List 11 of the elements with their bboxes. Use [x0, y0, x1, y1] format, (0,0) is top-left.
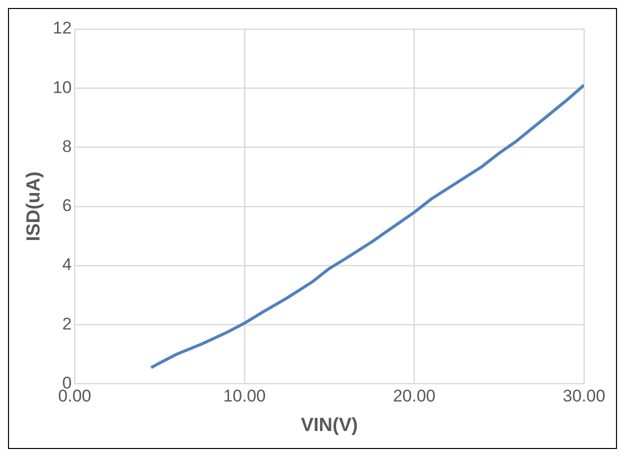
y-tick-label: 8	[62, 136, 72, 156]
x-tick-label: 30.00	[562, 386, 606, 406]
y-axis-title: ISD(uA)	[24, 172, 45, 242]
x-axis-title: VIN(V)	[300, 414, 358, 436]
x-tick-label: 10.00	[223, 386, 266, 406]
y-tick-label: 12	[52, 18, 72, 38]
y-tick-label: 4	[62, 255, 72, 274]
y-tick-label: 2	[62, 314, 72, 334]
x-tick-label: 20.00	[392, 386, 436, 406]
y-tick-label: 10	[52, 78, 72, 97]
y-tick-label: 6	[62, 196, 72, 216]
